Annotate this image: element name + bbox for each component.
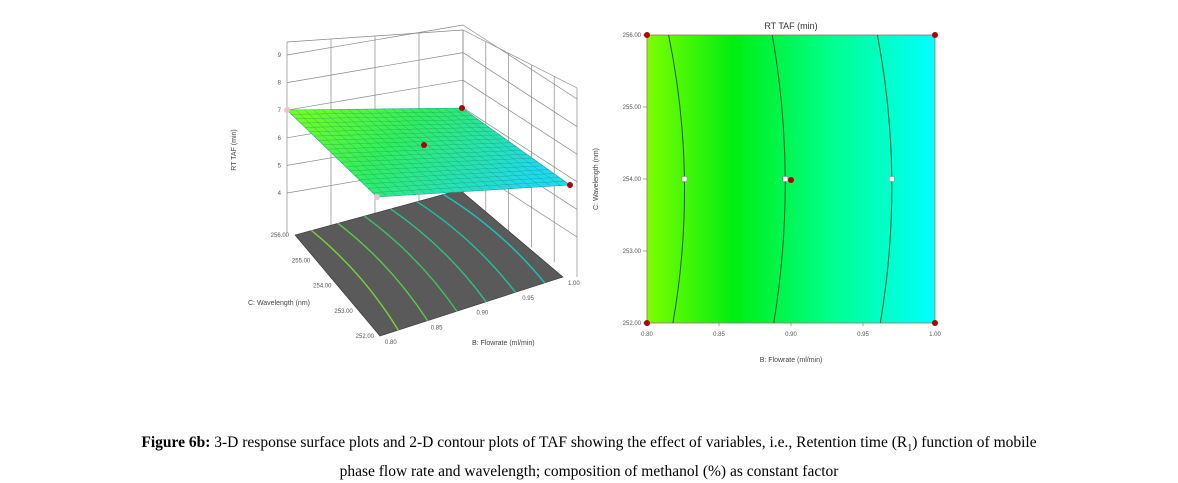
design-point [932,32,938,38]
flowrate-tick-label: 0.90 [477,311,489,317]
mesh-line [354,165,544,176]
center-point [421,142,427,148]
flowrate-axis-label: B: Flowrate (ml/min) [472,340,535,347]
floor-contours [311,193,546,331]
z-tick-label: 5 [278,163,282,169]
mesh-line [426,108,532,188]
flowrate-axis-ticks: 0.80 0.85 0.90 0.95 1.00 [385,281,580,346]
wall-gridline [286,24,464,56]
mesh-line [435,108,542,187]
wall-gridline [286,79,464,111]
wavelength-axis-ticks: 252.00 253.00 254.00 255.00 256.00 [271,233,375,340]
wavelength-tick-label: 255.00 [292,258,311,264]
mesh-line [345,157,533,167]
z-axis-ticks: 4 5 6 7 8 9 [278,53,282,197]
design-point [644,32,650,38]
contour-design-points [644,32,938,326]
wall-gridline [286,52,464,83]
mesh-line [358,169,549,180]
wavelength-tick-label: 256.00 [271,233,290,239]
floor-contour-line [416,201,516,293]
surface-mesh [291,107,565,197]
wall-gridline [462,24,578,100]
mesh-line [453,107,561,186]
x-tick-label: 0.85 [713,332,725,338]
wall-edge [462,29,578,89]
flowrate-tick-label: 0.80 [385,340,397,346]
wavelength-axis-label: C: Wavelength (nm) [248,300,310,307]
y-tick-label: 252.00 [623,321,642,327]
mesh-line [372,180,565,193]
z-tick-label: 4 [278,191,282,197]
mesh-line [418,108,522,189]
flag-point [782,176,788,182]
wall-gridline [462,79,578,155]
mesh-line [363,173,554,185]
contour-x-label: B: Flowrate (ml/min) [760,357,823,364]
y-tick-label: 256.00 [623,33,642,39]
wall-gridline [462,52,578,127]
y-tick-label: 253.00 [623,249,642,255]
design-point [644,320,650,326]
floor-contour-line [337,222,429,322]
caption-label: Figure 6b: [141,434,211,451]
z-tick-label: 6 [278,136,282,142]
wall-gridline [462,107,578,183]
x-tick-label: 0.80 [641,332,653,338]
caption-text-1-end: ) function of mobile [912,434,1037,451]
contour-title: RT TAF (min) [764,21,817,31]
wavelength-tick-label: 254.00 [313,284,332,290]
floor-contour-line [390,208,487,303]
response-surface [286,107,571,198]
design-point [567,182,573,188]
mesh-line [367,177,560,189]
caption-subscript: 1 [907,443,913,455]
mesh-line [391,108,493,190]
design-point [459,105,465,111]
x-tick-label: 1.00 [929,332,941,338]
flag-point [681,176,688,182]
wavelength-tick-label: 253.00 [334,309,353,315]
contour-plot: RT TAF (min) 0.80 0.85 0.90 0.95 1.00 252.00… [593,21,941,364]
mesh-line [336,150,522,159]
flowrate-tick-label: 1.00 [568,281,580,287]
mesh-line [444,108,551,187]
z-tick-label: 7 [278,108,282,114]
floor-contour-line [311,229,399,331]
design-point [374,194,380,200]
wall-edge [286,29,464,43]
design-point [932,320,938,326]
mesh-line [400,108,503,190]
x-tick-label: 0.95 [857,332,869,338]
design-point [788,177,794,183]
z-tick-label: 9 [278,53,282,59]
floor-contour-line [363,215,458,312]
mesh-line [409,108,513,189]
caption-text-2: phase flow rate and wavelength; composit… [339,463,839,481]
flowrate-tick-label: 0.95 [522,296,534,302]
z-axis-label: RT TAF (min) [231,129,238,170]
x-tick-label: 0.90 [785,332,797,338]
contour-x-ticks: 0.80 0.85 0.90 0.95 1.00 [641,323,941,338]
contour-y-label: C: Wavelength (nm) [593,148,600,210]
flag-point [889,176,895,182]
figure-canvas: 4 5 6 7 8 9 252.00 253.00 254.00 255.00 256.00 0.… [231,21,941,364]
caption-text-1: 3-D response surface plots and 2-D conto… [210,434,908,451]
floor-plane [294,189,564,337]
wavelength-tick-label: 252.00 [356,334,375,340]
figure-caption: Figure 6b: 3-D response surface plots an… [0,431,1178,483]
z-tick-label: 8 [278,81,282,87]
mesh-line [340,154,527,163]
mesh-line [383,108,484,191]
y-tick-label: 254.00 [623,177,642,183]
mesh-line [331,146,517,154]
surface-plot-3d: 4 5 6 7 8 9 252.00 253.00 254.00 255.00 256.00 0.… [231,24,580,347]
mesh-line [349,161,538,172]
y-tick-label: 255.00 [623,105,642,111]
floor-contour-line [443,193,546,284]
flowrate-tick-label: 0.85 [431,325,443,331]
design-point [284,107,290,113]
contour-y-ticks: 252.00 253.00 254.00 255.00 256.00 [623,33,647,327]
